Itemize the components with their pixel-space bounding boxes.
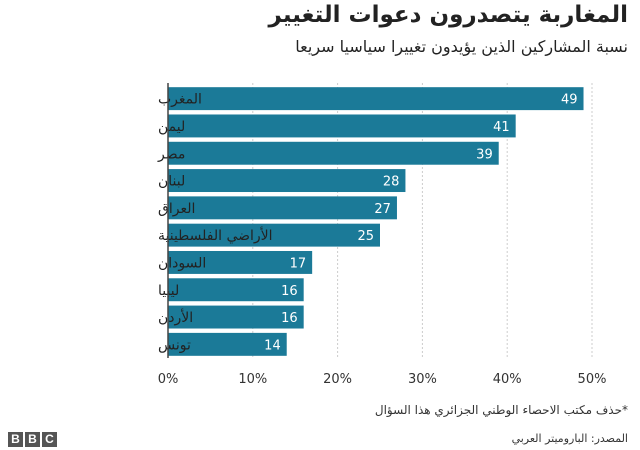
- bar: [168, 305, 304, 329]
- category-label: مصر: [157, 146, 185, 162]
- bar-value-label: 17: [290, 256, 307, 271]
- bar: [168, 332, 287, 356]
- bar: [168, 114, 516, 138]
- category-label: المغرب: [158, 92, 202, 108]
- category-label: الأردن: [158, 308, 193, 326]
- x-tick-label: 20%: [323, 372, 352, 387]
- logo-letter-b1: B: [8, 432, 23, 447]
- bar-value-label: 39: [476, 147, 493, 162]
- x-tick-label: 10%: [238, 372, 267, 387]
- category-label: ليمن: [158, 119, 185, 135]
- category-label: لبنان: [158, 174, 185, 190]
- bar-value-label: 41: [493, 120, 510, 135]
- bar-value-label: 25: [357, 229, 374, 244]
- bar-value-label: 16: [281, 311, 298, 326]
- bbc-logo: B B C: [8, 432, 57, 447]
- bar: [168, 87, 584, 111]
- chart-subtitle: نسبة المشاركين الذين يؤيدون تغييرا سياسي…: [295, 37, 628, 56]
- bar: [168, 141, 499, 165]
- bar: [168, 196, 397, 220]
- x-tick-label: 50%: [578, 372, 607, 387]
- logo-letter-b2: B: [25, 432, 40, 447]
- bar-value-label: 49: [561, 93, 578, 108]
- source-note: المصدر: الباروميتر العربي: [511, 432, 628, 445]
- category-label: تونس: [158, 337, 191, 353]
- category-label: السودان: [158, 255, 206, 271]
- bar-value-label: 14: [264, 338, 281, 353]
- bar-chart: 0% 10% 20% 30% 40% 50% 49 المغرب 41 ليمن 39 مصر 28 لب…: [157, 83, 607, 387]
- bar-value-label: 27: [374, 202, 391, 217]
- bar-value-label: 16: [281, 284, 298, 299]
- x-tick-label: 30%: [408, 372, 437, 387]
- bar: [168, 278, 304, 302]
- bar: [168, 223, 380, 247]
- x-tick-label: 0%: [158, 372, 179, 387]
- footnote: *حذف مكتب الاحصاء الوطني الجزائري هذا ال…: [374, 403, 628, 417]
- category-label: العراق: [158, 201, 195, 217]
- x-tick-label: 40%: [493, 372, 522, 387]
- bar: [168, 169, 406, 193]
- bar: [168, 250, 313, 274]
- category-label: الأراضي الفلسطينية: [158, 226, 273, 244]
- logo-letter-c: C: [42, 432, 57, 447]
- chart-title: المغاربة يتصدرون دعوات التغيير: [268, 2, 628, 28]
- bar-value-label: 28: [383, 175, 400, 190]
